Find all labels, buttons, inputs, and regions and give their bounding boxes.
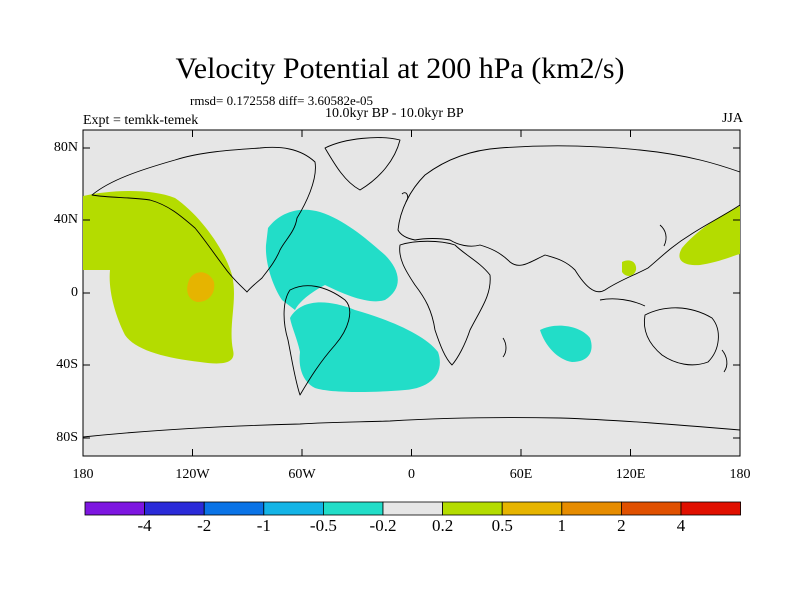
anomaly-east-pacific-core bbox=[187, 272, 215, 302]
coast-north-america bbox=[91, 146, 316, 293]
anomaly-east-pacific-positive bbox=[83, 191, 234, 364]
colorbar-box-6 bbox=[382, 501, 443, 516]
lon-label: 60W bbox=[288, 467, 316, 482]
lat-label: 40N bbox=[53, 212, 78, 227]
colorbar-label: 1 bbox=[557, 516, 567, 535]
experiment-label: Expt = temkk-temek bbox=[83, 113, 199, 128]
lon-label: 0 bbox=[408, 467, 415, 482]
period-label: 10.0kyr BP - 10.0kyr BP bbox=[325, 106, 464, 121]
colorbar-label: -0.2 bbox=[369, 516, 397, 535]
colorbar-label: -2 bbox=[197, 516, 212, 535]
lat-label: 80N bbox=[53, 140, 78, 155]
chart-title: Velocity Potential at 200 hPa (km2/s) bbox=[175, 52, 625, 85]
colorbar-box-4 bbox=[263, 501, 324, 516]
anomaly-fills bbox=[83, 191, 740, 393]
coast-australia bbox=[643, 307, 719, 366]
colorbar-box-7 bbox=[442, 501, 503, 516]
coast-antarctica bbox=[82, 417, 741, 438]
colorbar-box-8 bbox=[501, 501, 563, 516]
colorbar-box-3 bbox=[203, 501, 265, 516]
colorbar-label: -0.5 bbox=[309, 516, 337, 535]
stats-line: rmsd= 0.172558 diff= 3.60582e-05 bbox=[190, 93, 374, 108]
coast-greenland bbox=[324, 137, 401, 191]
coastlines bbox=[82, 137, 741, 438]
coast-africa bbox=[399, 240, 491, 366]
lon-label: 180 bbox=[729, 467, 751, 482]
lat-label: 80S bbox=[56, 430, 78, 445]
colorbar bbox=[84, 501, 741, 516]
anomaly-atlantic-negative bbox=[265, 209, 398, 310]
axis-ticks bbox=[82, 130, 741, 456]
colorbar-box-2 bbox=[144, 501, 205, 516]
colorbar-label: 2 bbox=[617, 516, 626, 535]
colorbar-box-10 bbox=[621, 501, 682, 516]
colorbar-label: -4 bbox=[137, 516, 152, 535]
colorbar-box-11 bbox=[680, 501, 741, 516]
lon-label: 120W bbox=[175, 467, 210, 482]
colorbar-label: 0.5 bbox=[491, 516, 513, 535]
coast-new-zealand bbox=[721, 349, 728, 373]
colorbar-box-5 bbox=[322, 501, 384, 516]
anomaly-indian-ocean-negative bbox=[540, 325, 592, 362]
coast-madagascar bbox=[502, 337, 507, 358]
lon-label: 180 bbox=[72, 467, 94, 482]
colorbar-label: 4 bbox=[676, 516, 686, 535]
coast-uk bbox=[401, 192, 409, 203]
anomaly-south-atlantic-negative bbox=[290, 302, 440, 393]
colorbar-label: -1 bbox=[256, 516, 271, 535]
colorbar-box-1 bbox=[84, 501, 145, 516]
lat-label: 0 bbox=[71, 285, 78, 300]
anomaly-philippine-positive bbox=[622, 260, 637, 276]
coast-japan bbox=[659, 224, 667, 247]
colorbar-label: 0.2 bbox=[431, 516, 454, 535]
lon-label: 60E bbox=[509, 467, 533, 482]
coast-indonesia bbox=[599, 298, 646, 307]
coast-europe-asia bbox=[397, 145, 741, 293]
colorbar-box-9 bbox=[561, 501, 622, 516]
lat-label: 40S bbox=[56, 357, 78, 372]
anomaly-west-pacific-positive bbox=[679, 206, 740, 266]
season-label: JJA bbox=[721, 111, 743, 126]
lon-label: 120E bbox=[615, 467, 646, 482]
coast-south-america bbox=[283, 285, 351, 396]
